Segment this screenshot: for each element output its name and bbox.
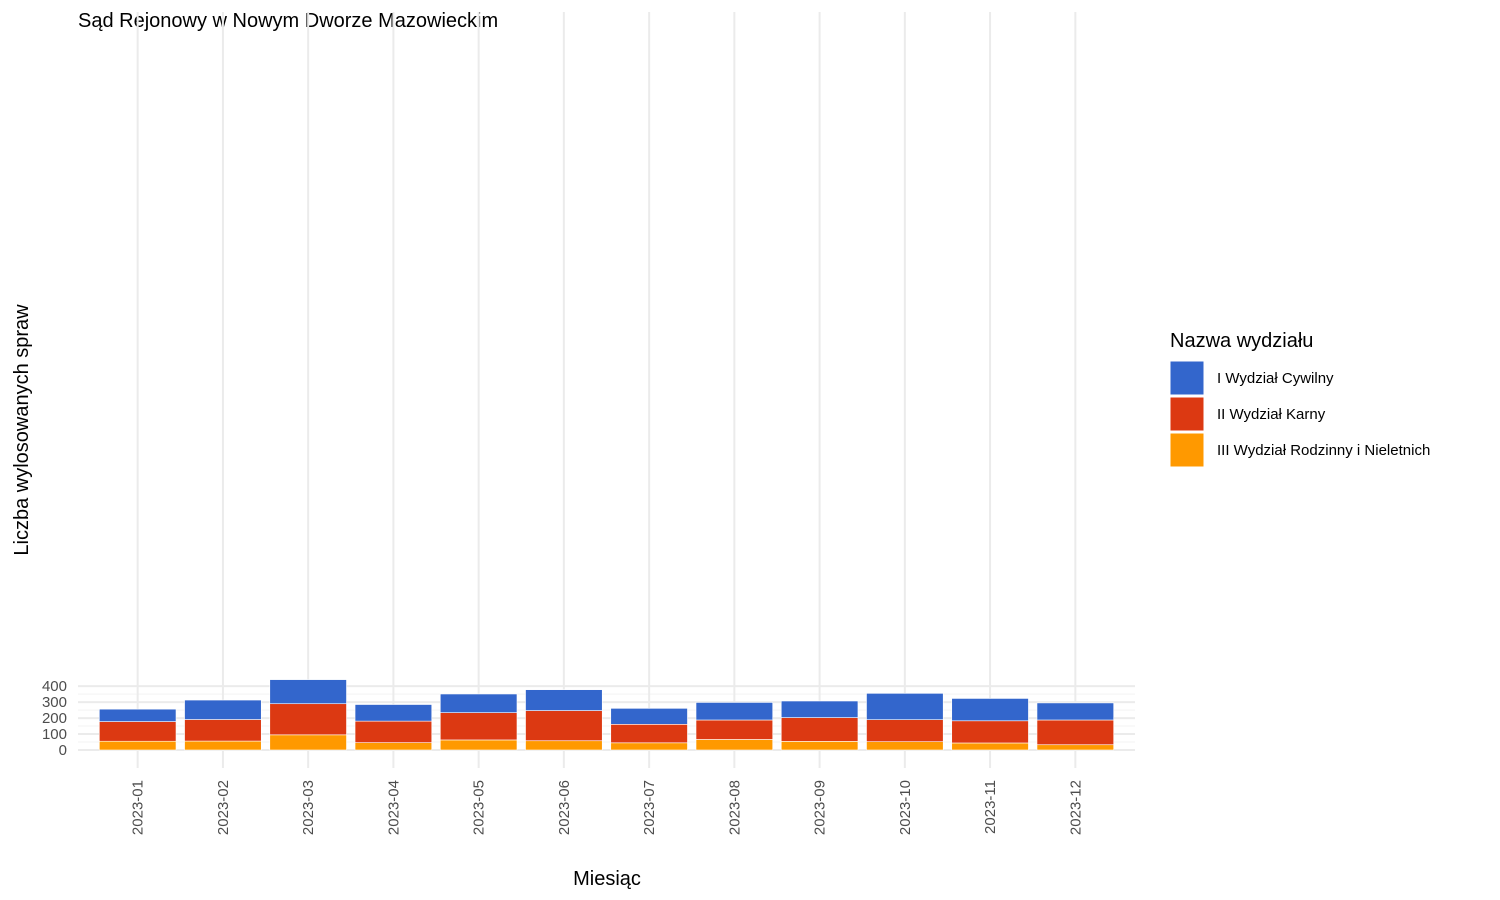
legend-label: I Wydział Cywilny [1217,370,1334,387]
bars [99,679,1114,751]
legend-label: II Wydział Karny [1217,406,1326,423]
bar-segment [1036,702,1114,721]
grid [78,12,1135,768]
bar-segment [439,712,518,741]
bar-segment [354,742,433,751]
bar-segment [99,740,177,751]
x-tick-label: 2023-10 [897,780,914,835]
x-tick-label: 2023-09 [812,780,829,835]
x-tick-label: 2023-12 [1067,780,1084,835]
legend-swatch [1169,360,1205,396]
bar-segment [780,741,859,751]
bar-segment [525,710,603,742]
x-axis-ticks: 2023-01 2023-02 2023-03 2023-04 2023-05 2023-… [130,780,1085,835]
y-tick-label: 0 [59,742,67,759]
y-tick-label: 200 [42,710,67,727]
bar-segment [184,740,262,751]
bar-segment [269,703,347,736]
x-tick-label: 2023-05 [471,780,488,835]
bar-segment [184,699,262,720]
bar-segment [866,719,944,743]
bar-segment [610,742,688,751]
bar-segment [610,708,688,725]
bar-segment [1036,719,1114,746]
bar-segment [695,739,774,751]
bar-segment [439,693,518,713]
bar-segment [269,679,347,705]
legend-swatch [1169,396,1205,432]
legend-label: III Wydział Rodzinny i Nieletnich [1217,442,1430,459]
y-tick-label: 100 [42,726,67,743]
y-tick-label: 300 [42,694,67,711]
legend-title: Nazwa wydziału [1170,330,1313,352]
x-axis-title: Miesiąc [573,868,641,890]
x-tick-label: 2023-03 [300,780,317,835]
bar-segment [99,708,177,722]
bar-segment [610,724,688,744]
x-tick-label: 2023-11 [982,780,999,834]
bar-segment [951,720,1029,744]
bar-segment [951,742,1029,751]
bar-segment [1036,744,1114,751]
bar-segment [866,693,944,720]
bar-segment [269,734,347,751]
bar-segment [99,721,177,742]
bar-segment [354,704,433,722]
bar-segment [951,698,1029,722]
x-tick-label: 2023-08 [726,780,743,835]
bar-segment [780,717,859,742]
y-tick-label: 400 [42,678,67,695]
chart-title: Sąd Rejonowy w Nowym Dworze Mazowieckim [78,10,498,32]
bar-segment [525,740,603,751]
y-axis-title: Liczba wylosowanych spraw [11,304,33,556]
x-tick-label: 2023-06 [556,780,573,835]
x-tick-label: 2023-02 [215,780,232,835]
bar-segment [184,719,262,742]
bar-segment [695,719,774,740]
x-tick-label: 2023-07 [641,780,658,835]
bar-segment [780,700,859,718]
bar-segment [866,741,944,751]
bar-segment [354,720,433,743]
bar-segment [439,739,518,751]
x-tick-label: 2023-04 [385,780,402,835]
bar-segment [525,689,603,711]
legend-swatch [1169,432,1205,468]
x-tick-label: 2023-01 [130,780,147,835]
bar-segment [695,702,774,721]
legend: Nazwa wydziału I Wydział Cywilny II Wydzi… [1169,330,1430,468]
